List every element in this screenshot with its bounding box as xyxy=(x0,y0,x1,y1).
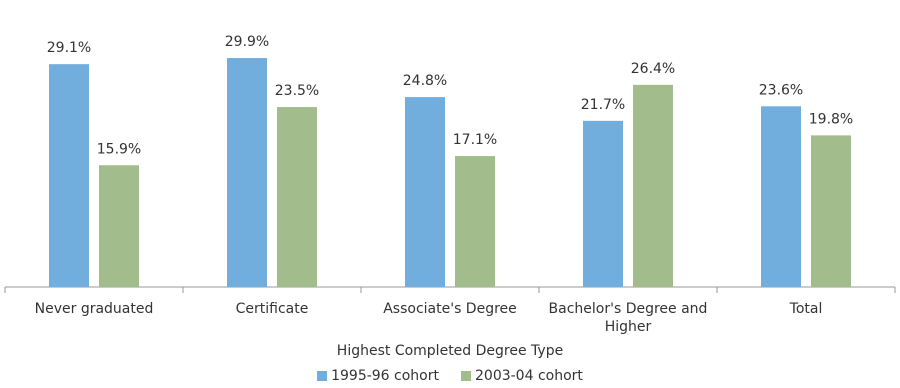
data-label: 26.4% xyxy=(631,61,675,77)
x-tick-label: Certificate xyxy=(235,301,309,317)
bar xyxy=(583,120,623,287)
bar xyxy=(405,97,445,287)
bar xyxy=(99,165,139,287)
data-label: 23.5% xyxy=(275,83,319,99)
data-label: 23.6% xyxy=(759,82,803,98)
data-label: 19.8% xyxy=(809,111,853,127)
legend-item: 2003-04 cohort xyxy=(461,368,583,384)
bar xyxy=(761,106,801,287)
x-axis-title: Highest Completed Degree Type xyxy=(336,343,564,359)
bar xyxy=(811,135,851,287)
x-tick-label: Never graduated xyxy=(34,301,154,317)
legend-label: 2003-04 cohort xyxy=(475,368,583,384)
x-tick-label: Bachelor's Degree and Higher xyxy=(548,301,708,335)
data-label: 29.1% xyxy=(47,40,91,56)
bar xyxy=(277,107,317,287)
x-tick-label: Associate's Degree xyxy=(383,301,517,317)
bar xyxy=(633,84,673,287)
bar xyxy=(49,64,89,287)
legend-swatch xyxy=(461,371,471,381)
legend-item: 1995-96 cohort xyxy=(317,368,439,384)
data-label: 17.1% xyxy=(453,132,497,148)
legend: 1995-96 cohort 2003-04 cohort xyxy=(0,368,900,384)
bar xyxy=(455,156,495,287)
data-label: 24.8% xyxy=(403,73,447,89)
data-label: 21.7% xyxy=(581,97,625,113)
bar xyxy=(227,58,267,288)
data-label: 29.9% xyxy=(225,34,269,50)
data-label: 15.9% xyxy=(97,141,141,157)
legend-swatch xyxy=(317,371,328,381)
legend-label: 1995-96 cohort xyxy=(331,368,439,384)
x-tick-label: Total xyxy=(789,301,823,317)
